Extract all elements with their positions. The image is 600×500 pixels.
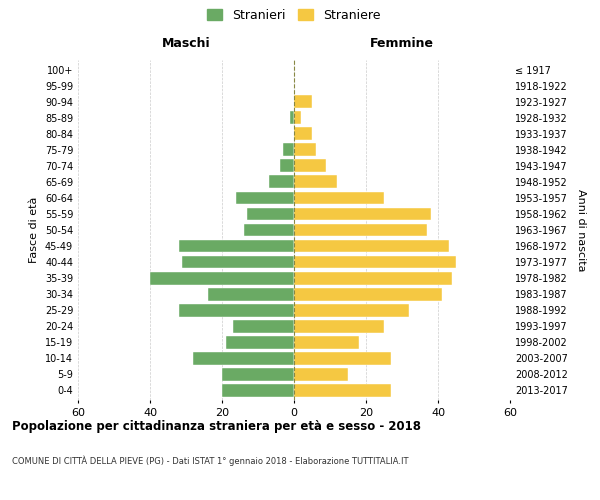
Text: Maschi: Maschi: [161, 38, 211, 51]
Bar: [179, 304, 294, 316]
Bar: [294, 288, 442, 300]
Legend: Stranieri, Straniere: Stranieri, Straniere: [203, 5, 385, 25]
Bar: [294, 320, 384, 332]
Bar: [222, 368, 294, 381]
Bar: [294, 96, 312, 108]
Bar: [294, 304, 409, 316]
Bar: [294, 112, 301, 124]
Bar: [222, 384, 294, 397]
Bar: [294, 256, 456, 268]
Bar: [269, 176, 294, 188]
Bar: [247, 208, 294, 220]
Bar: [226, 336, 294, 348]
Bar: [182, 256, 294, 268]
Bar: [294, 160, 326, 172]
Bar: [294, 368, 348, 381]
Bar: [233, 320, 294, 332]
Bar: [294, 336, 359, 348]
Bar: [150, 272, 294, 284]
Bar: [294, 176, 337, 188]
Bar: [179, 240, 294, 252]
Bar: [283, 144, 294, 156]
Text: COMUNE DI CITTÀ DELLA PIEVE (PG) - Dati ISTAT 1° gennaio 2018 - Elaborazione TUT: COMUNE DI CITTÀ DELLA PIEVE (PG) - Dati …: [12, 455, 409, 466]
Bar: [294, 272, 452, 284]
Text: Popolazione per cittadinanza straniera per età e sesso - 2018: Popolazione per cittadinanza straniera p…: [12, 420, 421, 433]
Bar: [294, 208, 431, 220]
Bar: [193, 352, 294, 364]
Y-axis label: Anni di nascita: Anni di nascita: [576, 188, 586, 271]
Bar: [236, 192, 294, 204]
Bar: [294, 128, 312, 140]
Bar: [294, 224, 427, 236]
Bar: [290, 112, 294, 124]
Bar: [294, 192, 384, 204]
Y-axis label: Fasce di età: Fasce di età: [29, 197, 39, 263]
Bar: [280, 160, 294, 172]
Bar: [294, 240, 449, 252]
Bar: [294, 384, 391, 397]
Bar: [244, 224, 294, 236]
Bar: [294, 144, 316, 156]
Bar: [208, 288, 294, 300]
Text: Femmine: Femmine: [370, 38, 434, 51]
Bar: [294, 352, 391, 364]
